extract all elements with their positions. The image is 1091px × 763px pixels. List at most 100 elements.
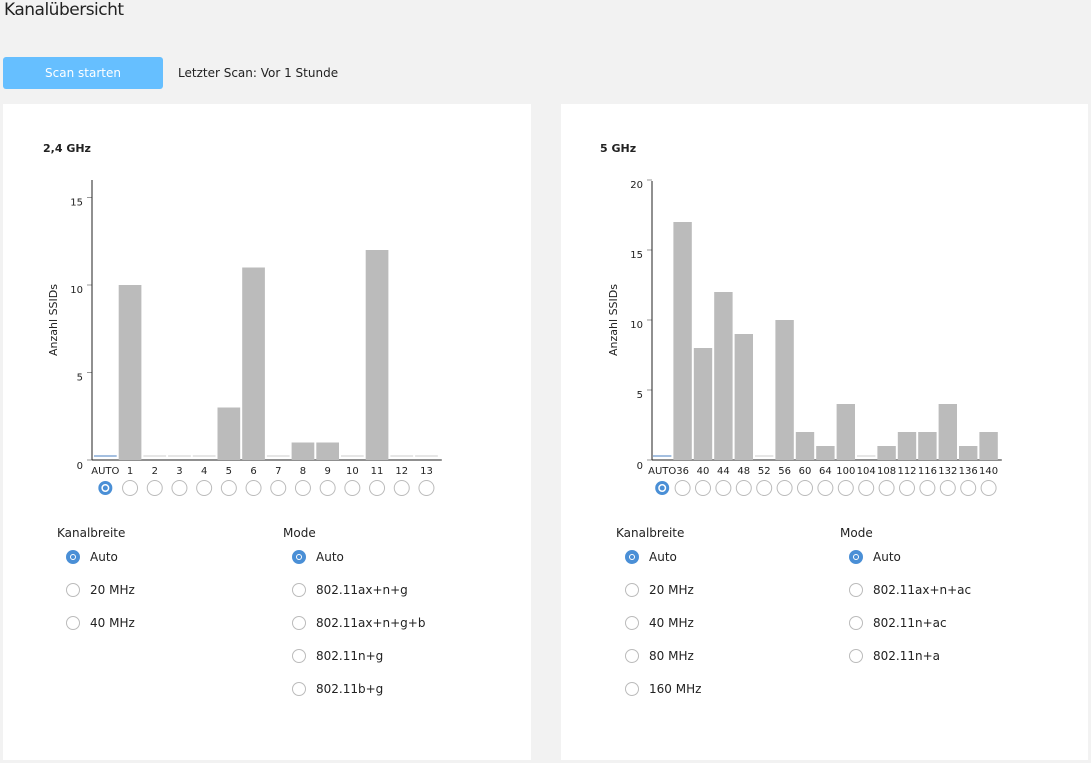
radio-button[interactable]: [292, 616, 306, 630]
mode-option[interactable]: 802.11ax+n+g: [292, 581, 408, 599]
option-label: 802.11n+g: [316, 649, 384, 663]
channel-radio-4[interactable]: [196, 480, 213, 496]
bar-5: [217, 407, 241, 460]
channel-radio-12[interactable]: [393, 480, 410, 496]
channel-radio-1[interactable]: [122, 480, 139, 496]
channel-radio-60[interactable]: [797, 480, 813, 496]
channel-radio-2[interactable]: [146, 480, 163, 496]
kanalbreite-option[interactable]: 20 MHz: [66, 581, 135, 599]
channel-radio-AUTO[interactable]: [655, 481, 670, 495]
kanalbreite-option[interactable]: 160 MHz: [625, 680, 701, 698]
radio-button[interactable]: [66, 616, 80, 630]
channel-radio-9[interactable]: [319, 480, 336, 496]
y-tick-label: 10: [70, 285, 83, 296]
option-label: 20 MHz: [90, 583, 135, 597]
radio-button[interactable]: [292, 682, 306, 696]
option-label: 802.11ax+n+g+b: [316, 616, 426, 630]
bar-48: [734, 334, 753, 460]
channel-radio-48[interactable]: [735, 480, 752, 496]
bar-44: [714, 292, 733, 460]
channel-radio-132[interactable]: [939, 480, 956, 496]
channel-radio-44[interactable]: [715, 480, 732, 496]
x-tick-label: 140: [979, 466, 998, 477]
option-label: Auto: [649, 550, 677, 564]
channel-radio-56[interactable]: [776, 480, 793, 496]
option-label: 40 MHz: [90, 616, 135, 630]
y-tick-label: 15: [630, 250, 643, 261]
kanalbreite-option[interactable]: 80 MHz: [625, 647, 694, 665]
kanalbreite-option[interactable]: Auto: [625, 548, 677, 566]
channel-radio-AUTO[interactable]: [98, 481, 113, 495]
channel-radio-8[interactable]: [294, 480, 311, 496]
x-tick-label: 44: [717, 466, 730, 477]
radio-button[interactable]: [292, 583, 306, 597]
mode-option[interactable]: 802.11n+g: [292, 647, 383, 665]
bar-8: [291, 442, 315, 460]
x-tick-label: 100: [836, 466, 855, 477]
channel-radio-11[interactable]: [369, 480, 386, 496]
radio-button[interactable]: [849, 583, 863, 597]
kanalbreite-option[interactable]: 40 MHz: [625, 614, 694, 632]
radio-button[interactable]: [66, 550, 80, 564]
mode-option[interactable]: 802.11ax+n+ac: [849, 581, 971, 599]
bar-40: [693, 348, 713, 460]
channel-radio-13[interactable]: [418, 480, 435, 496]
radio-button[interactable]: [849, 649, 863, 663]
channel-radio-3[interactable]: [171, 480, 188, 496]
option-label: 40 MHz: [649, 616, 694, 630]
panel-title: 2,4 GHz: [43, 142, 91, 155]
channel-radio-52[interactable]: [756, 480, 773, 496]
channel-radio-108[interactable]: [878, 480, 895, 496]
y-axis-label: Anzahl SSIDs: [607, 284, 620, 356]
channel-radio-6[interactable]: [245, 480, 262, 496]
x-tick-label: 9: [324, 466, 330, 477]
channel-radio-112[interactable]: [899, 480, 915, 496]
bar-136: [959, 446, 978, 460]
mode-option[interactable]: Auto: [849, 548, 901, 566]
radio-button[interactable]: [625, 583, 639, 597]
radio-button[interactable]: [625, 649, 639, 663]
channel-radio-100[interactable]: [837, 480, 854, 496]
kanalbreite-option[interactable]: 20 MHz: [625, 581, 694, 599]
radio-button[interactable]: [292, 649, 306, 663]
radio-button[interactable]: [849, 550, 863, 564]
channel-radio-10[interactable]: [344, 480, 361, 496]
x-tick-label: 1: [127, 466, 133, 477]
scan-start-button[interactable]: Scan starten: [3, 57, 163, 89]
channel-radio-104[interactable]: [858, 480, 875, 496]
mode-option[interactable]: 802.11n+a: [849, 647, 940, 665]
mode-label: Mode: [283, 526, 316, 540]
radio-button[interactable]: [292, 550, 306, 564]
channel-radio-116[interactable]: [919, 480, 936, 496]
radio-button[interactable]: [625, 550, 639, 564]
y-tick-label: 0: [637, 461, 643, 472]
bar-108: [877, 446, 896, 460]
mode-option[interactable]: Auto: [292, 548, 344, 566]
kanalbreite-option[interactable]: Auto: [66, 548, 118, 566]
y-tick-label: 5: [637, 390, 643, 401]
panel-5ghz: 5 GHz: [561, 104, 1088, 760]
mode-option[interactable]: 802.11ax+n+g+b: [292, 614, 425, 632]
mode-option[interactable]: 802.11n+ac: [849, 614, 947, 632]
channel-radio-64[interactable]: [817, 480, 834, 496]
kanalbreite-label: Kanalbreite: [57, 526, 126, 540]
mode-option[interactable]: 802.11b+g: [292, 680, 383, 698]
kanalbreite-option[interactable]: 40 MHz: [66, 614, 135, 632]
radio-button[interactable]: [625, 616, 639, 630]
radio-button[interactable]: [625, 682, 639, 696]
bar-11: [365, 250, 389, 460]
radio-button[interactable]: [66, 583, 80, 597]
x-tick-label: 136: [959, 466, 978, 477]
channel-radio-36[interactable]: [674, 480, 691, 496]
panel-2-4ghz: 2,4 GHz: [3, 104, 531, 760]
channel-radio-40[interactable]: [695, 480, 711, 496]
y-tick-label: 10: [630, 320, 643, 331]
channel-radio-7[interactable]: [270, 480, 287, 496]
radio-button[interactable]: [849, 616, 863, 630]
x-tick-label: 108: [877, 466, 896, 477]
channel-radio-136[interactable]: [960, 480, 977, 496]
channel-radio-5[interactable]: [220, 480, 237, 496]
x-tick-label: 10: [346, 466, 359, 477]
channel-radio-140[interactable]: [980, 480, 997, 496]
x-tick-label: 12: [395, 466, 408, 477]
